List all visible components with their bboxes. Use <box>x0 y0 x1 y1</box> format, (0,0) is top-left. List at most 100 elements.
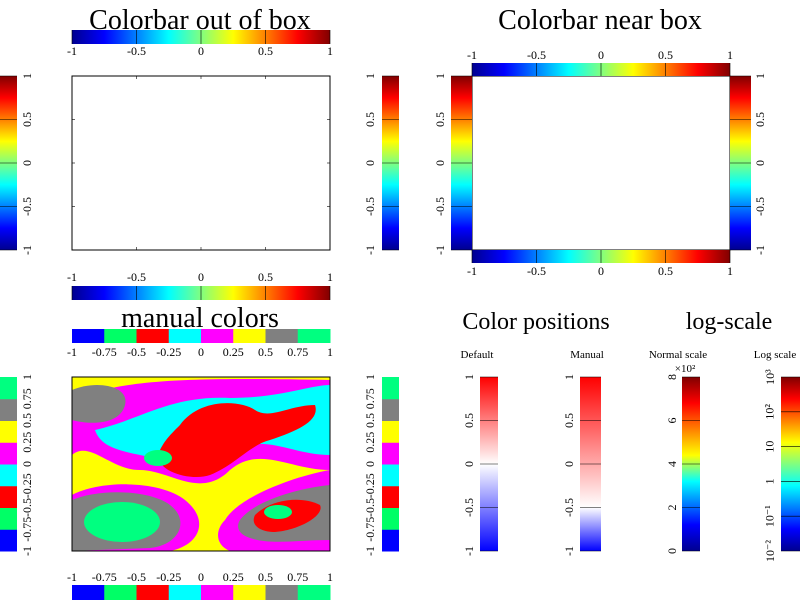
tick-label-manual-left: 0 <box>20 461 34 467</box>
colorbar-log <box>781 377 800 551</box>
tick-label-out-left: 0.5 <box>20 112 34 127</box>
tick-label-near-right: 0 <box>753 160 767 166</box>
colorbar-segment-manual-top <box>233 329 266 343</box>
tick-label-log: 10² <box>763 404 777 420</box>
tick-label-manual-bottom: 1 <box>327 570 333 584</box>
tick-label-log: 1 <box>763 478 777 484</box>
tick-label-manual-top: 1 <box>327 345 333 359</box>
colorbar-segment-manual-bottom <box>168 585 202 600</box>
title-color-positions: Color positions <box>462 309 609 335</box>
tick-label-manual: 0 <box>562 461 576 467</box>
tick-label-manual-right: -0.75 <box>363 517 377 542</box>
tick-label-near-bottom: -1 <box>467 264 477 278</box>
tick-label-out-left: -0.5 <box>20 197 34 216</box>
tick-label-near-left: 0.5 <box>433 112 447 127</box>
tick-label-manual-left: -0.5 <box>20 498 34 517</box>
tick-label-manual-left: -0.75 <box>20 517 34 542</box>
label-normal-scale: Normal scale <box>649 349 707 361</box>
tick-label-out-bottom: -0.5 <box>127 270 146 284</box>
tick-label-default: 0.5 <box>462 413 476 428</box>
tick-label-manual-top: 0.25 <box>223 345 244 359</box>
tick-label-out-left: 0 <box>20 160 34 166</box>
colorbar-segment-manual-left <box>0 442 17 465</box>
colorbar-segment-manual-bottom <box>136 585 170 600</box>
tick-label-manual: 0.5 <box>562 413 576 428</box>
colorbar-segment-manual-bottom <box>72 585 105 600</box>
tick-label-near-bottom: 0.5 <box>658 264 673 278</box>
manual-colors-contour <box>72 377 330 551</box>
tick-label-near-bottom: 1 <box>727 264 733 278</box>
tick-label-near-top: 0.5 <box>658 48 673 62</box>
tick-label-out-top: -0.5 <box>127 44 146 58</box>
tick-label-normal: 4 <box>665 461 679 467</box>
colorbar-segment-manual-bottom <box>201 585 234 600</box>
colorbar-segment-manual-bottom <box>297 585 331 600</box>
tick-label-manual-left: -1 <box>20 546 34 556</box>
tick-label-manual-top: -1 <box>67 345 77 359</box>
tick-label-manual-right: 0.5 <box>363 413 377 428</box>
tick-label-manual: 1 <box>562 374 576 380</box>
tick-label-out-right: -1 <box>363 245 377 255</box>
tick-label-normal: 6 <box>665 418 679 424</box>
label-default: Default <box>461 349 494 361</box>
tick-label-out-right: -0.5 <box>363 197 377 216</box>
tick-label-log: 10³ <box>763 369 777 385</box>
colorbar-segment-manual-top <box>72 329 105 343</box>
tick-label-out-top: 0.5 <box>258 44 273 58</box>
tick-label-near-top: 0 <box>598 48 604 62</box>
title-near-box: Colorbar near box <box>498 5 702 36</box>
tick-label-out-right: 0 <box>363 160 377 166</box>
colorbar-segment-manual-top <box>136 329 170 343</box>
tick-label-manual-left: 0.5 <box>20 413 34 428</box>
tick-label-manual: -1 <box>562 546 576 556</box>
tick-label-out-left: 1 <box>20 73 34 79</box>
tick-label-near-right: 0.5 <box>753 112 767 127</box>
plot-box-near <box>471 75 731 251</box>
colorbar-segment-manual-right <box>382 507 399 530</box>
colorbar-segment-manual-right <box>382 377 399 400</box>
tick-label-near-top: -1 <box>467 48 477 62</box>
tick-label-out-bottom: 0.5 <box>258 270 273 284</box>
colorbar-segment-manual-right <box>382 442 399 465</box>
colorbar-segment-manual-bottom <box>265 585 299 600</box>
tick-label-out-right: 0.5 <box>363 112 377 127</box>
multiplier-label: ×10² <box>675 363 696 375</box>
tick-label-near-right: -1 <box>753 245 767 255</box>
tick-label-manual-bottom: -0.25 <box>156 570 181 584</box>
colorbar-segment-manual-right <box>382 529 399 552</box>
tick-label-manual: -0.5 <box>562 498 576 517</box>
tick-label-manual-right: 0.75 <box>363 388 377 409</box>
tick-label-default: -1 <box>462 546 476 556</box>
colorbar-segment-manual-left <box>0 485 17 508</box>
tick-label-manual-right: -0.25 <box>363 473 377 498</box>
tick-label-manual-left: -0.25 <box>20 473 34 498</box>
tick-label-near-left: -0.5 <box>433 197 447 216</box>
tick-label-out-top: 0 <box>198 44 204 58</box>
colorbar-segment-manual-top <box>104 329 137 343</box>
tick-label-default: 0 <box>462 461 476 467</box>
tick-label-manual-top: -0.75 <box>92 345 117 359</box>
tick-label-near-top: -0.5 <box>527 48 546 62</box>
label-log-scale: Log scale <box>754 349 797 361</box>
tick-label-default: 1 <box>462 374 476 380</box>
tick-label-manual-bottom: -1 <box>67 570 77 584</box>
tick-label-normal: 0 <box>665 548 679 554</box>
colorbar-segment-manual-right <box>382 464 399 487</box>
tick-label-manual-top: 0.75 <box>287 345 308 359</box>
colorbar-segment-manual-left <box>0 398 17 421</box>
tick-label-manual-right: 0.25 <box>363 432 377 453</box>
colorbar-segment-manual-left <box>0 507 17 530</box>
tick-label-manual-right: 0 <box>363 461 377 467</box>
tick-label-manual-right: -1 <box>363 546 377 556</box>
colorbar-segment-manual-bottom <box>104 585 137 600</box>
tick-label-log: 10⁻¹ <box>763 505 777 527</box>
tick-label-manual-bottom: 0 <box>198 570 204 584</box>
tick-label-manual-left: 0.25 <box>20 432 34 453</box>
tick-label-log: 10⁻² <box>763 540 777 562</box>
colorbar-segment-manual-top <box>168 329 202 343</box>
colorbar-segment-manual-left <box>0 529 17 552</box>
tick-label-default: -0.5 <box>462 498 476 517</box>
tick-label-manual-right: -0.5 <box>363 498 377 517</box>
colorbar-segment-manual-top <box>265 329 299 343</box>
